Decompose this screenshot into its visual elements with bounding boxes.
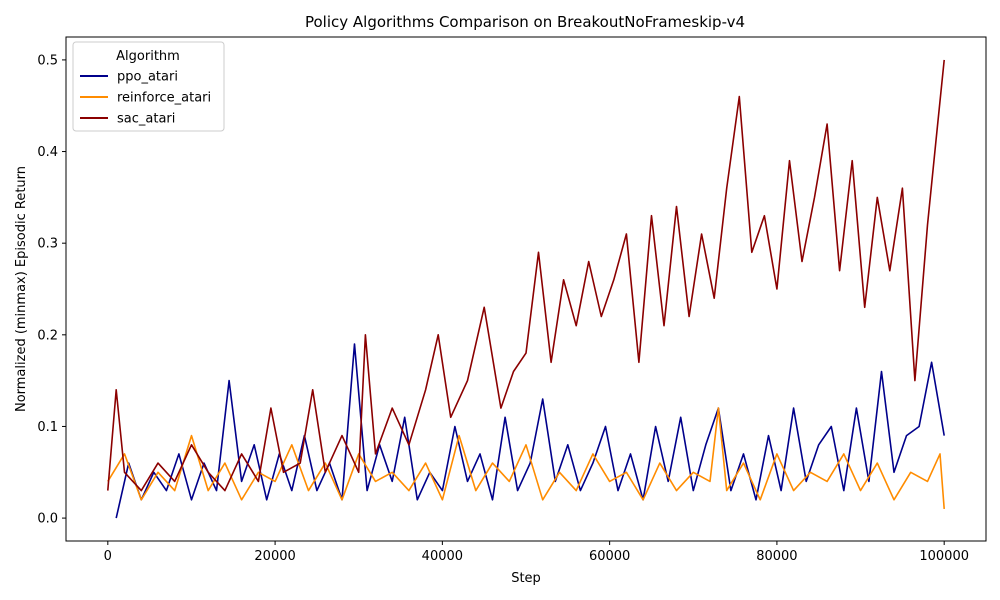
y-tick-label: 0.4 xyxy=(37,145,58,160)
y-tick-label: 0.3 xyxy=(37,237,58,252)
legend-label-ppo_atari: ppo_atari xyxy=(117,70,178,85)
legend-box xyxy=(72,41,225,132)
x-tick-label: 60000 xyxy=(589,549,630,564)
y-tick-label: 0.1 xyxy=(37,420,58,435)
x-tick-label: 40000 xyxy=(422,549,463,564)
y-axis: 0.0 0.1 0.2 0.3 0.4 0.5 xyxy=(37,53,66,527)
x-tick-label: 80000 xyxy=(756,549,797,564)
y-tick-label: 0.5 xyxy=(37,53,58,68)
legend-label-sac_atari: sac_atari xyxy=(117,112,175,127)
x-tick-label: 20000 xyxy=(254,549,295,564)
y-axis-label: Normalized (minmax) Episodic Return xyxy=(14,166,29,412)
x-tick-label: 100000 xyxy=(919,549,969,564)
series-line-ppo_atari xyxy=(115,343,945,519)
legend-label-reinforce_atari: reinforce_atari xyxy=(117,91,211,106)
y-tick-label: 0.2 xyxy=(37,328,58,343)
series-line-sac_atari xyxy=(107,59,945,492)
series-line-reinforce_atari xyxy=(107,407,945,509)
series-layer xyxy=(107,59,945,519)
plot-frame xyxy=(65,36,987,542)
chart-title: Policy Algorithms Comparison on Breakout… xyxy=(305,13,745,31)
x-axis-label: Step xyxy=(511,571,541,586)
legend: Algorithm ppo_atari reinforce_atari sac_at… xyxy=(72,41,225,132)
legend-title: Algorithm xyxy=(116,49,180,64)
y-tick-label: 0.0 xyxy=(37,512,58,527)
plot-area xyxy=(65,36,987,542)
x-axis: 0 20000 40000 60000 80000 100000 xyxy=(104,541,969,564)
x-tick-label: 0 xyxy=(104,549,112,564)
